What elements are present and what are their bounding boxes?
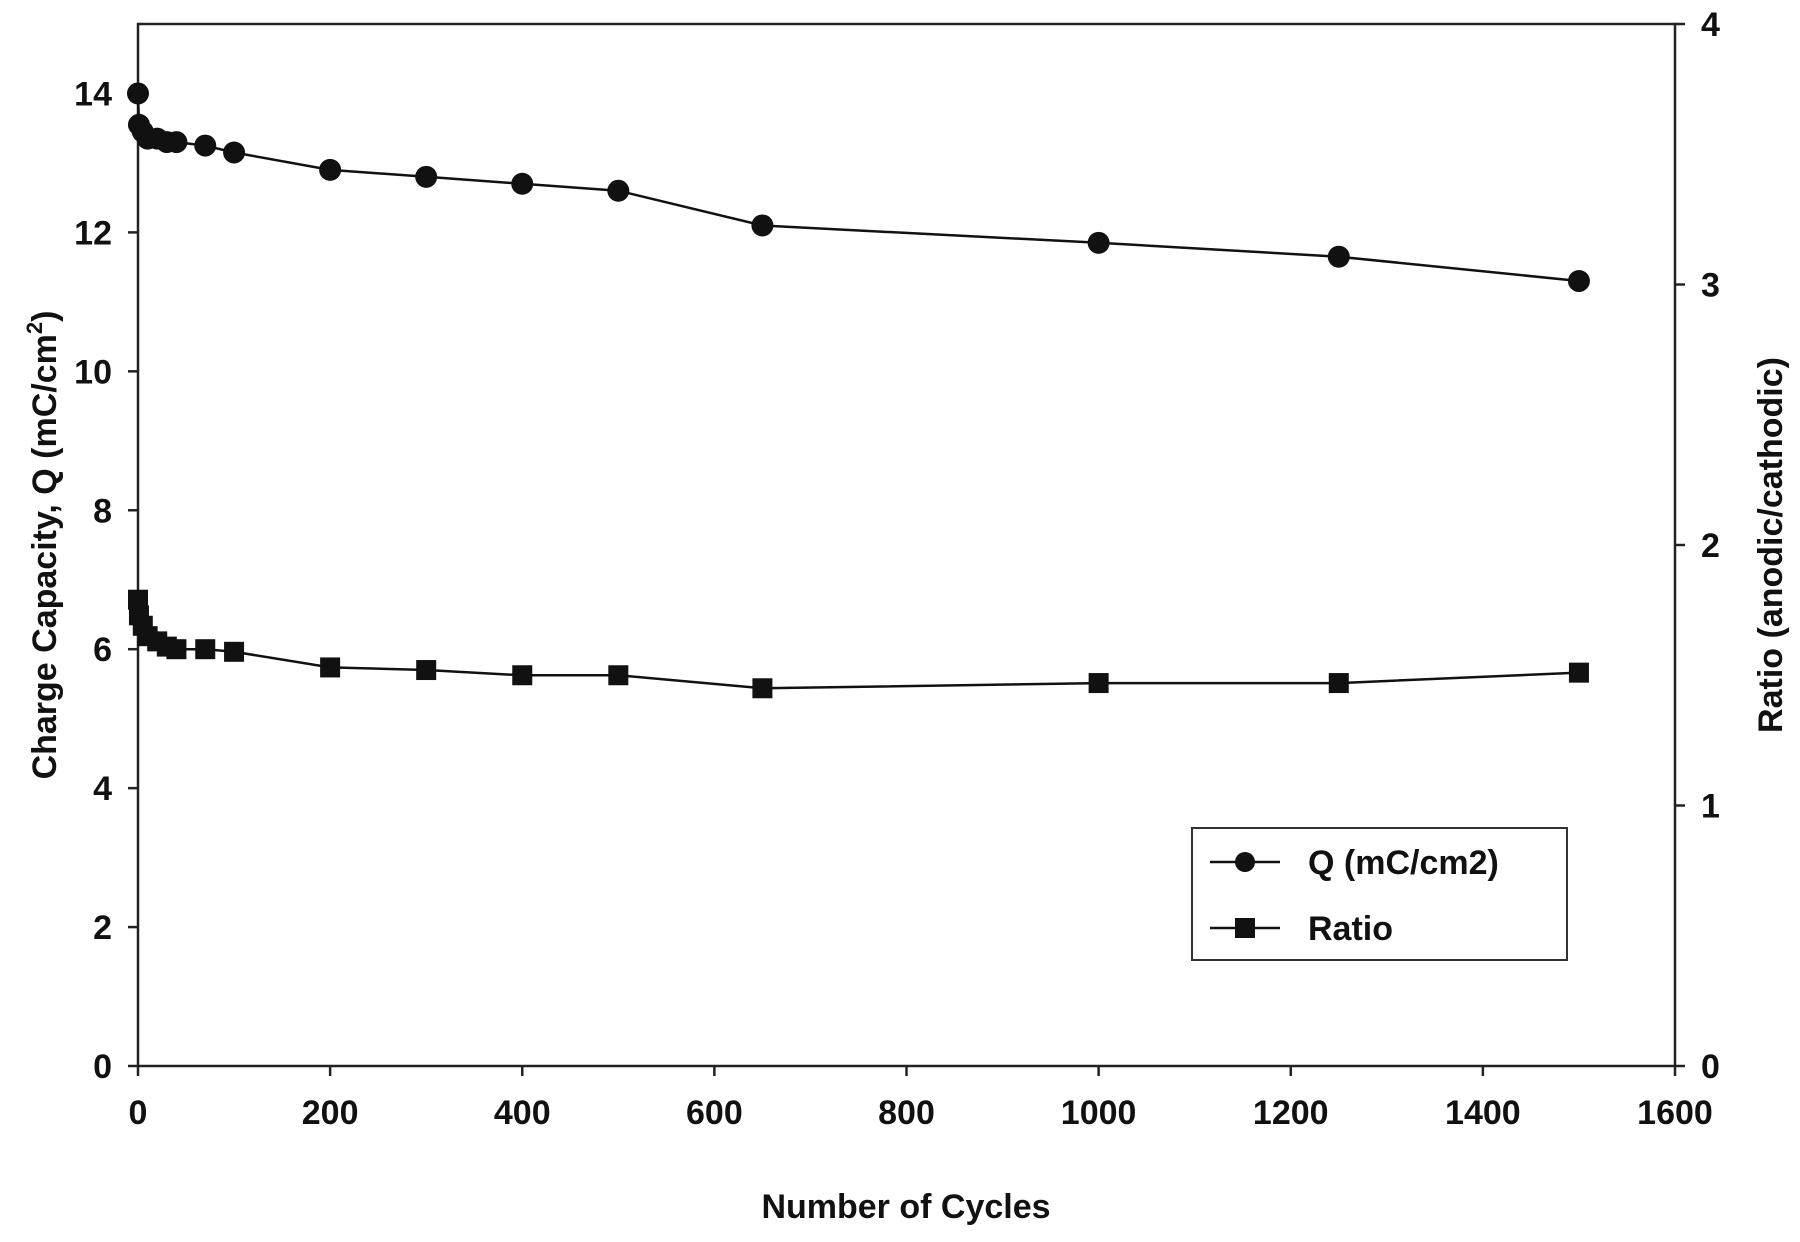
data-point-ratio (752, 678, 773, 699)
y-left-tick-label: 6 (93, 631, 112, 669)
legend: Q (mC/cm2) Ratio (1191, 827, 1568, 961)
x-tick-label: 1400 (1445, 1094, 1521, 1132)
data-point-ratio (320, 657, 341, 678)
data-point-ratio (128, 589, 148, 610)
data-point-q (223, 141, 246, 164)
y-axis-left-title-main: Charge Capacity, Q (mC/cm (26, 334, 64, 779)
y-right-tick-label: 4 (1701, 6, 1720, 44)
legend-box (1191, 827, 1568, 961)
data-point-ratio (195, 639, 216, 660)
y-left-tick-label: 14 (74, 75, 112, 113)
legend-label-ratio: Ratio (1308, 910, 1393, 948)
y-axis-left: 0 2 4 6 8 10 12 14 (74, 75, 138, 1086)
data-point-q (1567, 270, 1590, 293)
data-point-q (751, 214, 774, 237)
legend-marker-q (1235, 852, 1255, 872)
x-tick-label: 200 (302, 1094, 359, 1132)
series-layer (127, 82, 1590, 699)
data-point-ratio (1328, 673, 1349, 694)
data-point-q (319, 158, 342, 181)
data-point-q (1327, 245, 1350, 268)
data-point-ratio (608, 665, 629, 686)
x-tick-label: 400 (494, 1094, 551, 1132)
y-left-tick-label: 10 (74, 353, 112, 391)
data-point-ratio (224, 641, 245, 662)
data-point-ratio (1568, 662, 1589, 683)
x-tick-label: 1000 (1061, 1094, 1137, 1132)
x-tick-label: 600 (686, 1094, 743, 1132)
data-point-q (165, 131, 188, 154)
series-line-0 (136, 93, 1580, 283)
y-axis-right-title: Ratio (anodic/cathodic) (1752, 357, 1790, 733)
y-left-tick-label: 0 (93, 1048, 112, 1086)
x-tick-label: 0 (129, 1094, 148, 1132)
y-right-tick-label: 1 (1701, 788, 1720, 826)
data-point-ratio (416, 660, 437, 681)
y-axis-left-title: Charge Capacity, Q (mC/cm2) (22, 311, 64, 780)
legend-marker-ratio (1235, 918, 1255, 938)
y-left-tick-label: 4 (93, 770, 112, 808)
x-tick-label: 1200 (1253, 1094, 1329, 1132)
data-point-q (127, 82, 149, 105)
y-left-tick-label: 8 (93, 492, 112, 530)
series-line-1 (136, 599, 1579, 690)
y-right-tick-label: 0 (1701, 1048, 1720, 1086)
x-tick-label: 1600 (1637, 1094, 1713, 1132)
data-point-ratio (512, 665, 533, 686)
y-axis-left-title-superscript: 2 (22, 322, 47, 334)
data-point-ratio (166, 639, 187, 660)
data-point-q (607, 179, 630, 202)
legend-label-q: Q (mC/cm2) (1308, 844, 1499, 882)
y-right-tick-label: 3 (1701, 267, 1720, 305)
data-point-q (1087, 231, 1110, 254)
data-point-q (511, 172, 534, 195)
y-axis-right: 0 1 2 3 4 (1675, 6, 1720, 1086)
data-point-ratio (1088, 673, 1109, 694)
x-axis: 0 200 400 600 800 1000 1200 1400 1600 (129, 1066, 1713, 1132)
x-tick-label: 800 (878, 1094, 935, 1132)
x-axis-title: Number of Cycles (761, 1188, 1050, 1226)
y-right-tick-label: 2 (1701, 527, 1720, 565)
data-point-q (194, 134, 217, 157)
y-left-tick-label: 2 (93, 909, 112, 947)
y-left-tick-label: 12 (74, 214, 112, 252)
data-point-q (415, 165, 438, 188)
y-axis-left-title-close: ) (26, 311, 64, 322)
